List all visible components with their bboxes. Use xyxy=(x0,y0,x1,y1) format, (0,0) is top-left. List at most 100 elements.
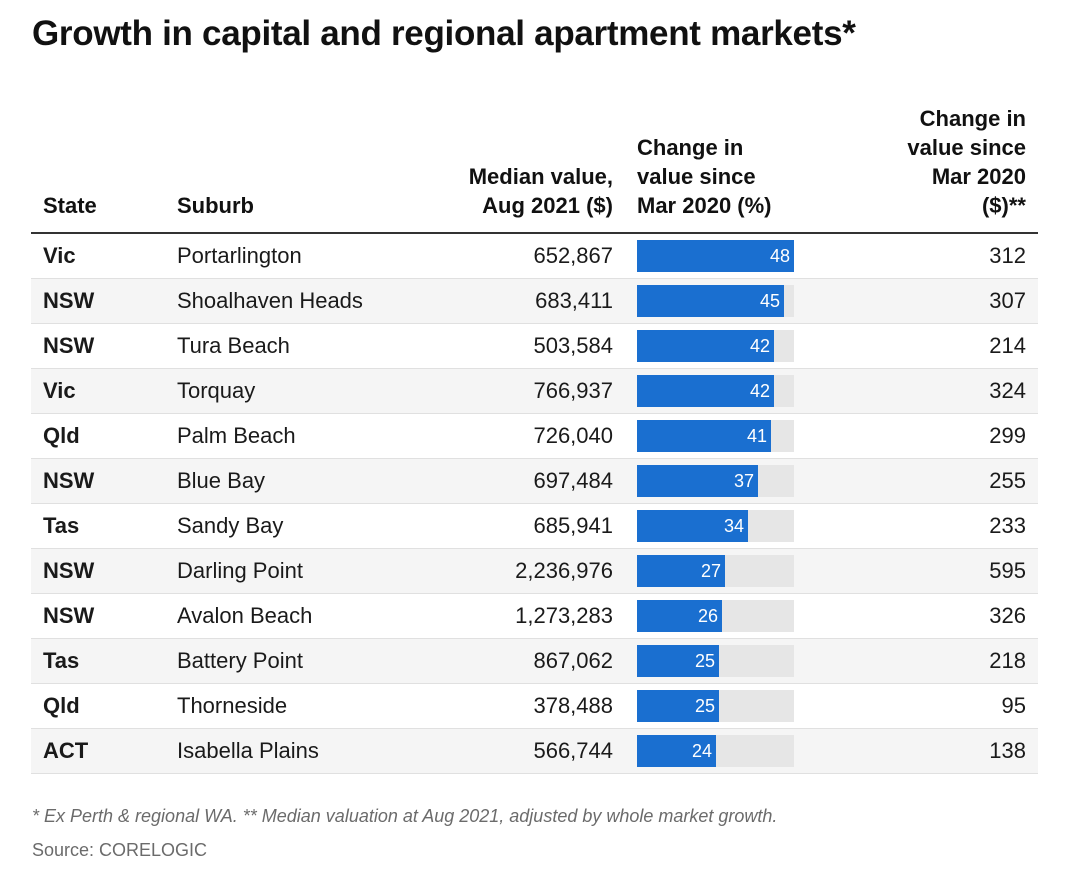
suburb-cell: Darling Point xyxy=(165,548,395,594)
suburb-cell: Battery Point xyxy=(165,638,395,684)
chart-title: Growth in capital and regional apartment… xyxy=(32,14,856,53)
bar-track: 26 xyxy=(637,599,794,632)
median-value-cell: 1,273,283 xyxy=(395,593,625,639)
suburb-cell: Shoalhaven Heads xyxy=(165,278,395,324)
change-dollars-cell: 324 xyxy=(871,368,1038,414)
bar-track: 42 xyxy=(637,374,794,407)
table-row: Tas Battery Point 867,062 25 218 xyxy=(31,638,1038,684)
change-dollars-cell: 299 xyxy=(871,413,1038,459)
state-cell: Qld xyxy=(31,683,165,729)
change-percent-cell: 24 xyxy=(625,728,871,774)
change-percent-cell: 42 xyxy=(625,323,871,369)
bar-value-label: 48 xyxy=(769,245,790,266)
change-dollars-cell: 326 xyxy=(871,593,1038,639)
state-cell: Vic xyxy=(31,233,165,279)
median-value-cell: 683,411 xyxy=(395,278,625,324)
bar-track: 27 xyxy=(637,554,794,587)
median-value-cell: 766,937 xyxy=(395,368,625,414)
header-state: State xyxy=(31,104,165,234)
change-dollars-cell: 307 xyxy=(871,278,1038,324)
bar-value-label: 27 xyxy=(700,560,721,581)
change-dollars-cell: 312 xyxy=(871,233,1038,279)
change-dollars-cell: 214 xyxy=(871,323,1038,369)
bar-value-label: 45 xyxy=(759,290,780,311)
bar xyxy=(637,284,784,317)
bar xyxy=(637,464,758,497)
bar-value-label: 25 xyxy=(694,695,715,716)
bar-value-label: 42 xyxy=(749,380,770,401)
bar-track: 25 xyxy=(637,644,794,677)
median-value-cell: 685,941 xyxy=(395,503,625,549)
change-dollars-cell: 255 xyxy=(871,458,1038,504)
suburb-cell: Avalon Beach xyxy=(165,593,395,639)
bar-track: 34 xyxy=(637,509,794,542)
table-row: Tas Sandy Bay 685,941 34 233 xyxy=(31,503,1038,549)
median-value-cell: 2,236,976 xyxy=(395,548,625,594)
suburb-cell: Torquay xyxy=(165,368,395,414)
median-value-cell: 503,584 xyxy=(395,323,625,369)
median-value-cell: 652,867 xyxy=(395,233,625,279)
table-row: NSW Tura Beach 503,584 42 214 xyxy=(31,323,1038,369)
state-cell: ACT xyxy=(31,728,165,774)
footnote: * Ex Perth & regional WA. ** Median valu… xyxy=(32,806,778,826)
bar-value-label: 26 xyxy=(697,605,718,626)
change-dollars-cell: 138 xyxy=(871,728,1038,774)
state-cell: NSW xyxy=(31,593,165,639)
bar-track: 42 xyxy=(637,329,794,362)
bar-value-label: 41 xyxy=(746,425,767,446)
bar xyxy=(637,419,771,452)
suburb-cell: Portarlington xyxy=(165,233,395,279)
table-row: NSW Avalon Beach 1,273,283 26 326 xyxy=(31,593,1038,639)
table-row: Vic Torquay 766,937 42 324 xyxy=(31,368,1038,414)
suburb-cell: Isabella Plains xyxy=(165,728,395,774)
bar xyxy=(637,374,774,407)
state-cell: Qld xyxy=(31,413,165,459)
median-value-cell: 566,744 xyxy=(395,728,625,774)
bar-value-label: 34 xyxy=(723,515,744,536)
suburb-cell: Sandy Bay xyxy=(165,503,395,549)
change-percent-cell: 48 xyxy=(625,233,871,279)
bar-track: 25 xyxy=(637,689,794,722)
state-cell: Tas xyxy=(31,503,165,549)
bar xyxy=(637,329,774,362)
change-percent-cell: 42 xyxy=(625,368,871,414)
bar-value-label: 25 xyxy=(694,650,715,671)
change-dollars-cell: 95 xyxy=(871,683,1038,729)
source-note: Source: CORELOGIC xyxy=(32,840,208,860)
header-suburb: Suburb xyxy=(165,104,395,234)
bar-value-label: 24 xyxy=(691,740,712,761)
state-cell: Tas xyxy=(31,638,165,684)
change-dollars-cell: 218 xyxy=(871,638,1038,684)
header-change-percent: Change in value since Mar 2020 (%) xyxy=(625,104,871,234)
median-value-cell: 378,488 xyxy=(395,683,625,729)
suburb-cell: Thorneside xyxy=(165,683,395,729)
table-row: Qld Palm Beach 726,040 41 299 xyxy=(31,413,1038,459)
bar-value-label: 37 xyxy=(733,470,754,491)
suburb-cell: Palm Beach xyxy=(165,413,395,459)
bar-track: 41 xyxy=(637,419,794,452)
change-percent-cell: 37 xyxy=(625,458,871,504)
state-cell: NSW xyxy=(31,548,165,594)
change-dollars-cell: 595 xyxy=(871,548,1038,594)
bar-track: 37 xyxy=(637,464,794,497)
bar xyxy=(637,239,794,272)
change-percent-cell: 27 xyxy=(625,548,871,594)
table-row: NSW Blue Bay 697,484 37 255 xyxy=(31,458,1038,504)
state-cell: NSW xyxy=(31,458,165,504)
table-row: NSW Darling Point 2,236,976 27 595 xyxy=(31,548,1038,594)
table-header-row: State Suburb Median value, Aug 2021 ($) C… xyxy=(31,104,1038,234)
header-median-value: Median value, Aug 2021 ($) xyxy=(395,104,625,234)
bar xyxy=(637,509,748,542)
change-percent-cell: 34 xyxy=(625,503,871,549)
suburb-cell: Blue Bay xyxy=(165,458,395,504)
suburb-cell: Tura Beach xyxy=(165,323,395,369)
table-row: Vic Portarlington 652,867 48 312 xyxy=(31,233,1038,279)
change-percent-cell: 45 xyxy=(625,278,871,324)
table-body: Vic Portarlington 652,867 48 312 NSW Shoalhave… xyxy=(31,233,1038,774)
bar xyxy=(637,599,722,632)
change-percent-cell: 25 xyxy=(625,638,871,684)
change-percent-cell: 41 xyxy=(625,413,871,459)
bar-value-label: 42 xyxy=(749,335,770,356)
header-change-dollars: Change in value since Mar 2020 ($)** xyxy=(871,104,1038,234)
state-cell: Vic xyxy=(31,368,165,414)
